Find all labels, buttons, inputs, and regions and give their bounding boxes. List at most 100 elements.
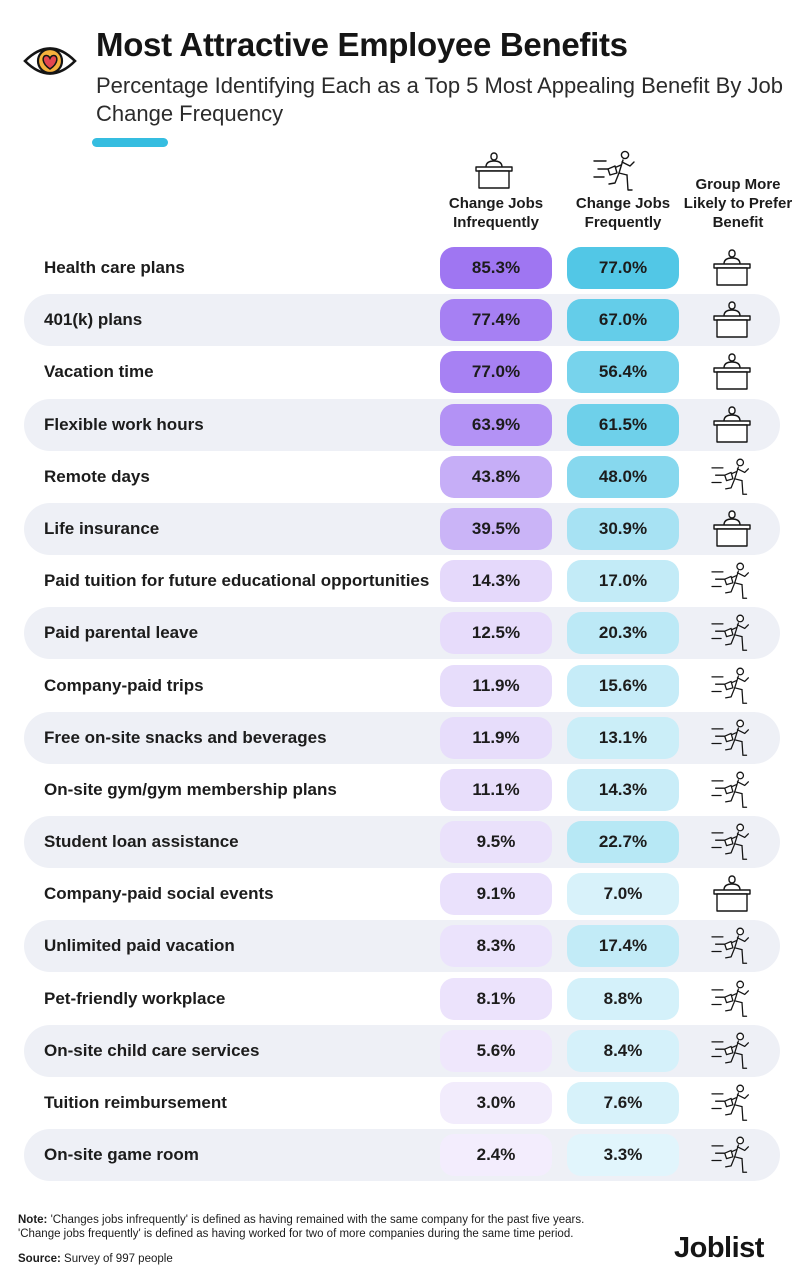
table-row: Student loan assistance 9.5% 22.7% — [24, 816, 780, 869]
value-frequent: 8.8% — [567, 977, 679, 1020]
running-worker-icon — [710, 1031, 754, 1071]
table-row: Remote days 43.8% 48.0% — [24, 451, 780, 503]
value-infrequent: 5.6% — [440, 1029, 552, 1072]
benefit-label: On-site gym/gym membership plans — [44, 779, 337, 799]
value-infrequent: 77.0% — [440, 351, 552, 394]
running-worker-icon — [710, 718, 754, 758]
value-infrequent: 14.3% — [440, 560, 552, 603]
chart-title: Most Attractive Employee Benefits — [96, 26, 628, 63]
benefit-label: Life insurance — [44, 518, 160, 538]
desk-worker-icon — [710, 248, 754, 288]
benefit-label: Health care plans — [44, 258, 185, 277]
value-frequent: 13.1% — [567, 716, 679, 759]
footnote-line-1: 'Changes jobs infrequently' is defined a… — [47, 1214, 585, 1226]
table-row: 401(k) plans 77.4% 67.0% — [24, 294, 780, 347]
value-frequent: 7.0% — [567, 873, 679, 916]
benefit-label: Free on-site snacks and beverages — [44, 727, 327, 747]
value-frequent: 30.9% — [567, 507, 679, 550]
benefit-label: On-site child care services — [44, 1040, 260, 1060]
value-infrequent: 8.1% — [440, 977, 552, 1020]
brand-logo: Joblist — [674, 1232, 764, 1264]
value-infrequent: 8.3% — [440, 925, 552, 968]
footnote-label: Note: — [18, 1214, 48, 1226]
running-worker-icon — [710, 979, 754, 1019]
value-frequent: 7.6% — [567, 1082, 679, 1124]
benefit-label: Pet-friendly workplace — [44, 988, 226, 1008]
value-infrequent: 11.9% — [440, 664, 552, 707]
value-infrequent: 63.9% — [440, 403, 552, 446]
table-row: Flexible work hours 63.9% 61.5% — [24, 398, 780, 451]
running-worker-icon — [710, 1135, 754, 1175]
desk-worker-icon — [710, 352, 754, 392]
running-worker-icon — [710, 1083, 754, 1123]
running-worker-icon — [710, 822, 754, 862]
benefit-label: On-site game room — [44, 1145, 199, 1165]
table-row: Company-paid trips 11.9% 15.6% — [24, 660, 780, 712]
value-frequent: 48.0% — [567, 455, 679, 498]
benefit-label: Company-paid trips — [44, 675, 204, 695]
value-frequent: 17.0% — [567, 560, 679, 603]
benefit-label: Paid parental leave — [44, 623, 199, 643]
value-frequent: 3.3% — [567, 1134, 679, 1177]
desk-worker-icon — [710, 405, 754, 445]
table-row: Life insurance 39.5% 30.9% — [24, 502, 780, 556]
running-worker-icon — [710, 457, 754, 497]
desk-worker-icon — [475, 152, 513, 189]
table-row: Vacation time 77.0% 56.4% — [24, 346, 780, 398]
table-row: On-site game room 2.4% 3.3% — [24, 1129, 780, 1182]
table-row: On-site gym/gym membership plans 11.1% 14.… — [24, 764, 780, 816]
value-frequent: 20.3% — [567, 612, 679, 655]
running-worker-icon — [710, 770, 754, 810]
benefit-label: Remote days — [44, 466, 150, 486]
running-worker-icon — [710, 561, 754, 601]
benefits-table: Health care plans 85.3% 77.0% 401(k) plans 7… — [24, 242, 780, 1182]
accent-bar — [92, 138, 168, 147]
eye-heart-icon — [23, 47, 77, 75]
value-frequent: 77.0% — [567, 247, 679, 289]
value-frequent: 56.4% — [567, 351, 679, 394]
desk-worker-icon — [710, 300, 754, 340]
running-worker-icon — [710, 666, 754, 706]
value-infrequent: 2.4% — [440, 1134, 552, 1177]
table-row: Tuition reimbursement 3.0% 7.6% — [24, 1077, 780, 1129]
running-worker-icon — [710, 926, 754, 966]
value-infrequent: 85.3% — [440, 247, 552, 289]
table-row: Unlimited paid vacation 8.3% 17.4% — [24, 920, 780, 973]
table-row: Pet-friendly workplace 8.1% 8.8% — [24, 973, 780, 1025]
value-infrequent: 9.1% — [440, 873, 552, 916]
value-frequent: 61.5% — [567, 403, 679, 446]
desk-worker-icon — [710, 509, 754, 549]
value-infrequent: 77.4% — [440, 299, 552, 342]
value-infrequent: 11.9% — [440, 716, 552, 759]
footnote-line-2: 'Change jobs frequently' is defined as h… — [18, 1227, 574, 1240]
value-infrequent: 43.8% — [440, 455, 552, 498]
table-row: Company-paid social events 9.1% 7.0% — [24, 868, 780, 920]
source-label: Source: — [18, 1253, 61, 1265]
benefit-label: 401(k) plans — [44, 310, 143, 330]
benefit-label: Paid tuition for future educational oppo… — [44, 571, 430, 591]
running-worker-icon — [710, 613, 754, 653]
benefit-label: Tuition reimbursement — [44, 1093, 227, 1112]
column-header-frequent: Change Jobs Frequently — [575, 195, 671, 231]
benefit-label: Company-paid social events — [44, 884, 274, 904]
column-header-group: Group More Likely to Prefer Benefit — [683, 176, 793, 231]
benefit-label: Vacation time — [44, 362, 154, 382]
column-header-infrequent: Change Jobs Infrequently — [448, 195, 544, 231]
table-row: Paid parental leave 12.5% 20.3% — [24, 607, 780, 660]
value-infrequent: 11.1% — [440, 768, 552, 811]
table-row: Paid tuition for future educational oppo… — [24, 555, 780, 607]
benefit-label: Unlimited paid vacation — [44, 936, 235, 956]
value-infrequent: 3.0% — [440, 1082, 552, 1124]
benefit-label: Student loan assistance — [44, 832, 239, 852]
running-worker-icon — [593, 150, 635, 191]
footnote: Note: 'Changes jobs infrequently' is def… — [18, 1214, 658, 1241]
value-infrequent: 9.5% — [440, 821, 552, 864]
value-frequent: 14.3% — [567, 768, 679, 811]
chart-subtitle: Percentage Identifying Each as a Top 5 M… — [96, 73, 783, 126]
source-note: Source: Survey of 997 people — [18, 1253, 173, 1265]
value-frequent: 17.4% — [567, 925, 679, 968]
source-text: Survey of 997 people — [60, 1253, 173, 1265]
value-frequent: 8.4% — [567, 1029, 679, 1072]
table-row: Free on-site snacks and beverages 11.9% 13… — [24, 711, 780, 764]
table-row: On-site child care services 5.6% 8.4% — [24, 1024, 780, 1077]
